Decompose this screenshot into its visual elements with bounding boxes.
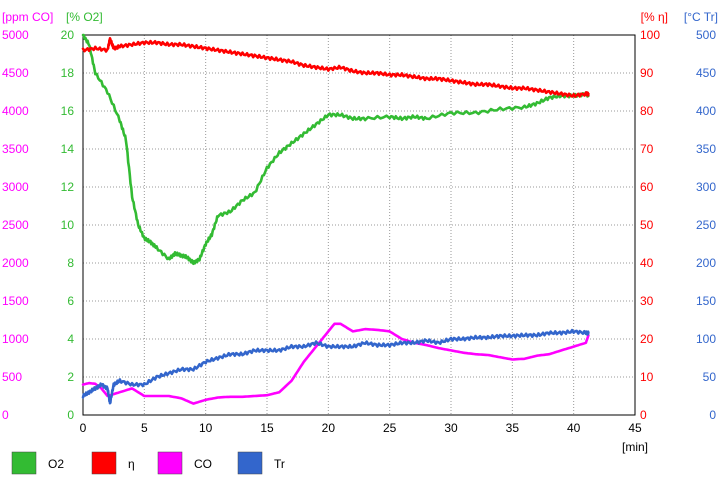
o2-axis-tick-label: 6 <box>67 294 74 308</box>
eta-axis-tick-label: 30 <box>640 294 654 308</box>
co-axis-tick-label: 3000 <box>2 180 29 194</box>
co-axis-title: [ppm CO] <box>2 10 53 24</box>
co-axis-tick-label: 4000 <box>2 104 29 118</box>
co-axis-tick-label: 4500 <box>2 66 29 80</box>
eta-axis-tick-label: 100 <box>640 28 660 42</box>
tr-axis-tick-label: 450 <box>696 66 716 80</box>
co-axis-tick-label: 1500 <box>2 294 29 308</box>
tr-axis-tick-label: 200 <box>696 256 716 270</box>
x-tick-label: 15 <box>260 421 274 435</box>
x-tick-label: 40 <box>567 421 581 435</box>
legend: O2 η CO Tr <box>11 451 285 475</box>
o2-axis-tick-label: 18 <box>61 66 75 80</box>
x-axis-label: [min] <box>622 440 648 454</box>
x-tick-label: 25 <box>383 421 397 435</box>
eta-axis-tick-label: 50 <box>640 218 654 232</box>
eta-axis-tick-label: 90 <box>640 66 654 80</box>
o2-axis-tick-label: 16 <box>61 104 75 118</box>
tr-axis-tick-label: 250 <box>696 218 716 232</box>
tr-axis-tick-label: 500 <box>696 28 716 42</box>
legend-label-co: CO <box>194 457 212 471</box>
x-tick-label: 0 <box>80 421 87 435</box>
eta-axis-tick-label: 70 <box>640 142 654 156</box>
x-tick-label: 20 <box>322 421 336 435</box>
plot-frame <box>82 34 636 416</box>
co-axis-tick-label: 2500 <box>2 218 29 232</box>
x-tick-label: 30 <box>444 421 458 435</box>
o2-axis-tick-label: 14 <box>61 142 75 156</box>
legend-swatch-η <box>91 451 117 475</box>
tr-axis-tick-label: 0 <box>709 408 716 422</box>
tr-axis-tick-label: 350 <box>696 142 716 156</box>
tr-axis-tick-label: 150 <box>696 294 716 308</box>
axes-layer: 0 5 10 15 20 25 30 35 40 45[min]05001000150020002… <box>2 10 718 454</box>
legend-label-tr: Tr <box>274 457 285 471</box>
series-line-tr <box>81 328 590 405</box>
o2-axis-title: [% O2] <box>66 10 103 24</box>
legend-swatch-tr <box>237 451 263 475</box>
eta-axis-tick-label: 20 <box>640 332 654 346</box>
series-line-co <box>81 322 590 405</box>
tr-axis-tick-label: 100 <box>696 332 716 346</box>
tr-axis-tick-label: 300 <box>696 180 716 194</box>
o2-axis-tick-label: 2 <box>67 370 74 384</box>
series-layer <box>81 33 590 405</box>
tr-axis-tick-label: 400 <box>696 104 716 118</box>
co-axis-tick-label: 5000 <box>2 28 29 42</box>
x-tick-label: 45 <box>628 421 642 435</box>
legend-swatch-o2 <box>11 451 37 475</box>
eta-axis-title: [% η] <box>641 10 668 24</box>
tr-axis-tick-label: 50 <box>703 370 717 384</box>
series-line-η <box>81 36 590 98</box>
x-tick-label: 5 <box>141 421 148 435</box>
series-line-o2 <box>81 33 590 266</box>
eta-axis-tick-label: 10 <box>640 370 654 384</box>
legend-swatch-co <box>157 451 183 475</box>
co-axis-tick-label: 500 <box>2 370 22 384</box>
o2-axis-tick-label: 8 <box>67 256 74 270</box>
o2-axis-tick-label: 12 <box>61 180 75 194</box>
grid <box>82 34 636 416</box>
x-tick-label: 10 <box>199 421 213 435</box>
o2-axis-tick-label: 4 <box>67 332 74 346</box>
o2-axis-tick-label: 0 <box>67 408 74 422</box>
eta-axis-tick-label: 40 <box>640 256 654 270</box>
co-axis-tick-label: 0 <box>2 408 9 422</box>
x-tick-label: 35 <box>506 421 520 435</box>
co-axis-tick-label: 3500 <box>2 142 29 156</box>
tr-axis-title: [°C Tr] <box>684 10 718 24</box>
co-axis-tick-label: 1000 <box>2 332 29 346</box>
plot-area-border <box>82 34 636 416</box>
o2-axis-tick-label: 10 <box>61 218 75 232</box>
co-axis-tick-label: 2000 <box>2 256 29 270</box>
legend-label-o2: O2 <box>48 457 64 471</box>
eta-axis-tick-label: 0 <box>640 408 647 422</box>
o2-axis-tick-label: 20 <box>61 28 75 42</box>
eta-axis-tick-label: 80 <box>640 104 654 118</box>
eta-axis-tick-label: 60 <box>640 180 654 194</box>
legend-label-η: η <box>128 457 135 471</box>
